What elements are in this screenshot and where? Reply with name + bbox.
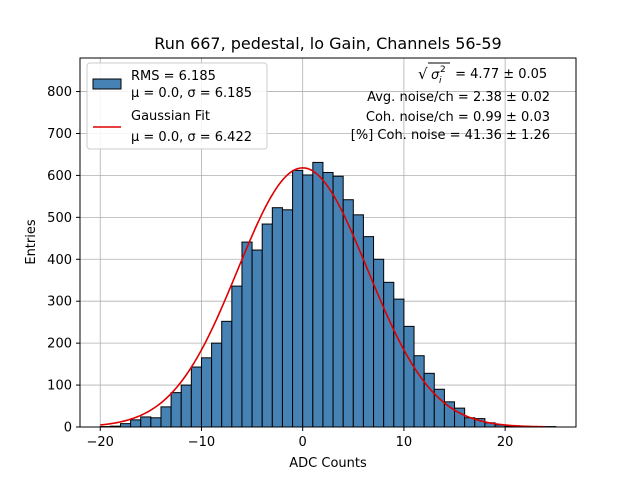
histogram-bar [271, 207, 283, 428]
x-tick-label: 20 [497, 435, 514, 450]
y-tick-label: 700 [47, 127, 72, 142]
histogram-bar [160, 406, 172, 428]
histogram-bar [302, 174, 314, 428]
histogram-bar [292, 169, 304, 428]
histogram-bar [423, 372, 435, 428]
x-tick-label: 0 [299, 435, 307, 450]
x-tick-label: −20 [87, 435, 114, 450]
legend-fit-label: Gaussian Fit [131, 109, 210, 124]
histogram-bar [393, 298, 405, 428]
histogram-bar [170, 392, 182, 428]
histogram-bar [312, 161, 324, 428]
x-tick-label: 10 [396, 435, 413, 450]
legend-fit-params: μ = 0.0, σ = 6.422 [131, 130, 252, 145]
histogram-bar [241, 241, 253, 428]
x-axis-label: ADC Counts [289, 456, 367, 471]
y-tick-label: 500 [47, 211, 72, 226]
y-tick-label: 400 [47, 253, 72, 268]
histogram-bar [180, 384, 192, 428]
legend: RMS = 6.185 μ = 0.0, σ = 6.185 Gaussian … [86, 62, 268, 150]
histogram-bar [221, 320, 233, 428]
sigma-annotation: √ σ i 2 = 4.77 ± 0.05 [418, 62, 547, 86]
pct-coh-noise-annotation: [%] Coh. noise = 41.36 ± 1.26 [351, 128, 550, 143]
histogram-bar [281, 209, 294, 428]
histogram-bar [322, 171, 334, 428]
x-tick-label: −10 [188, 435, 215, 450]
sigma-superscript: 2 [440, 65, 446, 75]
noise-annotations: √ σ i 2 = 4.77 ± 0.05 Avg. noise/ch = 2.… [351, 62, 550, 143]
sigma-subscript: i [439, 76, 442, 86]
legend-rms-label: RMS = 6.185 [131, 69, 216, 84]
histogram-bar [443, 401, 456, 428]
histogram-bar [119, 423, 132, 428]
sqrt-sign: √ [418, 65, 428, 83]
legend-rms-params: μ = 0.0, σ = 6.185 [131, 86, 252, 101]
histogram-bar [200, 357, 213, 428]
histogram-bar [332, 175, 344, 428]
x-axis-ticks: −20 −10 0 10 20 [87, 427, 514, 450]
histogram-bar [373, 258, 385, 428]
histogram-bar [150, 417, 162, 428]
histogram-bar [251, 249, 263, 428]
histogram-bar [130, 419, 142, 428]
y-tick-label: 100 [47, 379, 72, 394]
histogram-bar [403, 325, 415, 428]
y-axis-ticks: 0 100 200 300 400 500 600 700 800 [47, 85, 80, 436]
y-tick-label: 300 [47, 295, 72, 310]
gaussian-fit-curve [100, 167, 546, 428]
histogram-bar [140, 416, 152, 428]
histogram-bar [413, 355, 425, 428]
y-tick-label: 800 [47, 85, 72, 100]
histogram-bar [231, 285, 243, 428]
chart-title: Run 667, pedestal, lo Gain, Channels 56-… [154, 34, 501, 53]
legend-rms-swatch [92, 78, 122, 90]
avg-noise-annotation: Avg. noise/ch = 2.38 ± 0.02 [367, 90, 550, 105]
plot-frame [79, 57, 577, 428]
histogram-bar [211, 342, 223, 428]
y-tick-label: 200 [47, 337, 72, 352]
coh-noise-annotation: Coh. noise/ch = 0.99 ± 0.03 [366, 110, 550, 125]
histogram-bar [261, 223, 273, 428]
sigma-value: = 4.77 ± 0.05 [451, 67, 547, 82]
legend-frame [86, 62, 268, 150]
histogram-bar [383, 281, 395, 428]
y-tick-label: 0 [64, 421, 72, 436]
histogram-bars [99, 161, 557, 428]
y-tick-label: 600 [47, 169, 72, 184]
sigma-symbol: σ [431, 68, 440, 83]
y-axis-label: Entries [24, 219, 39, 265]
histogram-bar [190, 366, 202, 428]
